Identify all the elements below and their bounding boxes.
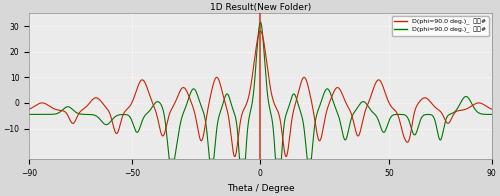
Title: 1D Result(New Folder): 1D Result(New Folder) (210, 4, 311, 13)
X-axis label: Theta / Degree: Theta / Degree (226, 183, 294, 192)
Legend: D(phi=90.0 deg.)_  主办#, D(phi=90.0 deg.)_  副办#: D(phi=90.0 deg.)_ 主办#, D(phi=90.0 deg.)_… (392, 16, 488, 36)
